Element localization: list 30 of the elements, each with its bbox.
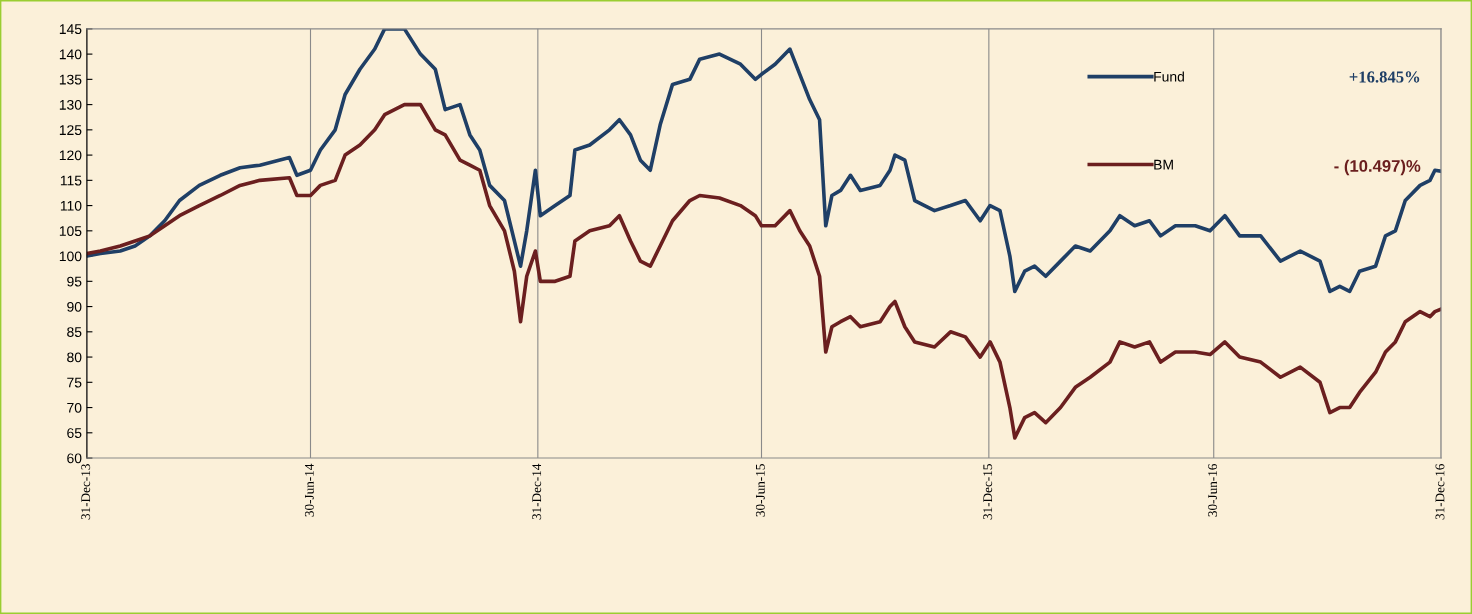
y-tick-label: 95 bbox=[67, 276, 82, 287]
y-tick-label: 145 bbox=[59, 24, 82, 35]
y-tick-label: 115 bbox=[60, 175, 82, 186]
legend-label: BM bbox=[1154, 159, 1173, 170]
y-tick-label: 75 bbox=[67, 377, 82, 388]
x-tick-label: 30-Jun-16 bbox=[1208, 463, 1218, 517]
y-tick-label: 135 bbox=[59, 74, 82, 85]
y-tick-label: 120 bbox=[59, 150, 82, 161]
x-tick-label: 30-Jun-15 bbox=[755, 464, 765, 517]
y-tick-label: 110 bbox=[60, 200, 82, 211]
y-tick-label: 105 bbox=[59, 226, 82, 236]
y-tick-label: 100 bbox=[59, 251, 82, 262]
y-tick-label: 125 bbox=[59, 125, 82, 136]
x-tick-label: 31-Dec-15 bbox=[983, 464, 993, 520]
y-tick-label: 65 bbox=[67, 428, 82, 438]
legend-label: Fund bbox=[1154, 71, 1184, 82]
x-tick-label: 30-Jun-14 bbox=[304, 463, 314, 517]
y-tick-label: 85 bbox=[67, 327, 82, 337]
x-tick-label: 31-Dec-13 bbox=[81, 464, 91, 520]
y-tick-label: 80 bbox=[67, 352, 82, 363]
annotation: - (10.497)% bbox=[1334, 159, 1421, 176]
y-tick-label: 70 bbox=[67, 402, 82, 413]
y-tick-label: 130 bbox=[59, 99, 82, 110]
x-tick-label: 31-Dec-16 bbox=[1435, 463, 1445, 520]
x-tick-label: 31-Dec-14 bbox=[532, 463, 542, 520]
y-tick-label: 60 bbox=[67, 453, 82, 464]
y-tick-label: 90 bbox=[67, 301, 82, 312]
line-series bbox=[86, 102, 1442, 440]
annotation: +16.845% bbox=[1349, 71, 1420, 83]
y-tick-label: 140 bbox=[59, 49, 82, 60]
